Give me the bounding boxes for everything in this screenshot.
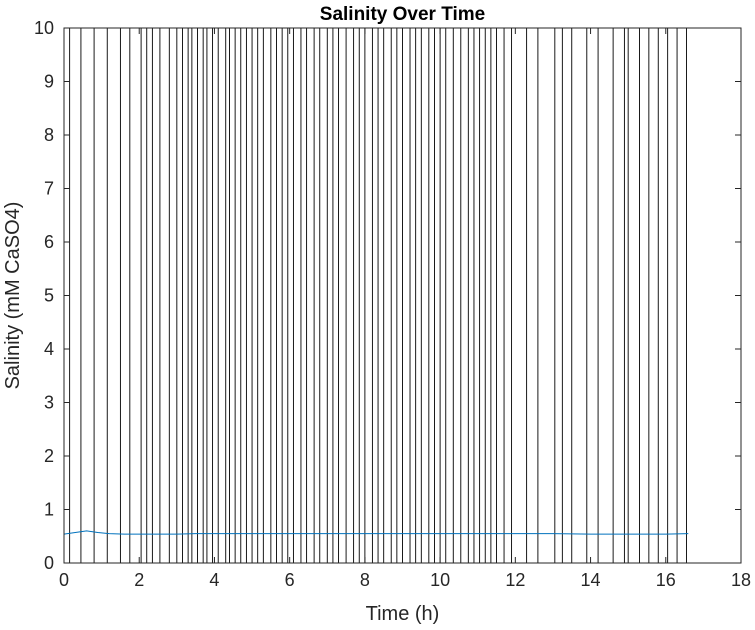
x-tick-label: 0: [59, 570, 69, 590]
y-axis: 0 1 2 3 4 5 6 7 8 9 10: [34, 18, 741, 573]
y-tick-label: 0: [44, 553, 54, 573]
y-tick-label: 3: [44, 393, 54, 413]
y-axis-title: Salinity (mM CaSO4): [2, 202, 24, 390]
y-tick-label: 9: [44, 72, 54, 92]
chart-title: Salinity Over Time: [320, 4, 485, 25]
salinity-series-line: [63, 530, 689, 535]
x-tick-label: 14: [581, 570, 601, 590]
x-tick-label: 12: [505, 570, 525, 590]
x-tick-label: 10: [430, 570, 450, 590]
y-tick-label: 10: [34, 18, 54, 38]
y-tick-label: 1: [44, 500, 54, 520]
event-lines: [69, 28, 687, 563]
x-tick-label: 4: [209, 570, 219, 590]
y-tick-label: 4: [44, 339, 54, 359]
x-tick-label: 8: [360, 570, 370, 590]
x-axis: 0 2 4 6 8 10 12 14 16 18: [59, 28, 751, 590]
series-layer: [63, 530, 689, 535]
y-tick-label: 2: [44, 446, 54, 466]
x-axis-title: Time (h): [366, 603, 440, 625]
y-tick-label: 6: [44, 232, 54, 252]
y-tick-label: 7: [44, 179, 54, 199]
y-tick-label: 5: [44, 286, 54, 306]
x-tick-label: 16: [656, 570, 676, 590]
x-tick-label: 6: [285, 570, 295, 590]
x-tick-label: 2: [134, 570, 144, 590]
y-tick-label: 8: [44, 125, 54, 145]
x-tick-label: 18: [731, 570, 751, 590]
